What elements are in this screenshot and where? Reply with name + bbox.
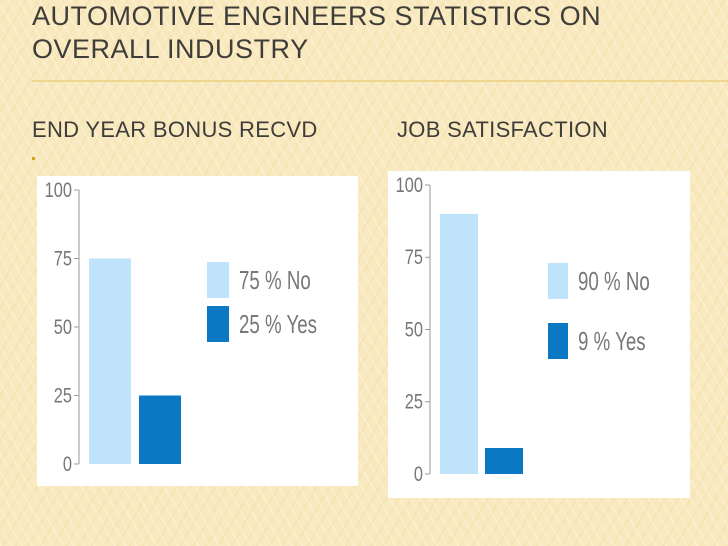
title-divider: [32, 80, 728, 82]
chart-2-tick-label: 75: [405, 245, 423, 268]
chart-2-tick-label: 50: [405, 318, 423, 341]
chart-2-legend-swatch: [548, 323, 568, 359]
chart-1-legend-swatch: [207, 262, 229, 298]
chart-1-tick-label: 75: [54, 247, 72, 270]
bullet-marker: [32, 157, 35, 160]
chart-2-legend-label: 9 % Yes: [578, 326, 646, 356]
chart-1-legend-label: 75 % No: [239, 265, 311, 295]
chart-2-tick-label: 100: [396, 173, 423, 196]
chart-1-tick-label: 100: [45, 178, 72, 201]
chart-1-bar-no: [89, 258, 131, 464]
chart-1-tick-label: 25: [54, 384, 72, 407]
chart-1-svg: 100 75 50 25 0 75 % No 25 % Yes: [45, 178, 317, 475]
chart-2-bar-yes: [485, 447, 523, 474]
chart-2-tick-label: 25: [405, 390, 423, 413]
chart-2-panel: 100 75 50 25 0 90 % No 9 % Yes: [388, 171, 690, 498]
chart-1-bar-yes: [139, 395, 181, 464]
chart-1-panel: 100 75 50 25 0 75 % No 25 % Yes: [37, 176, 358, 486]
chart-1-legend-label: 25 % Yes: [239, 309, 317, 339]
chart-2-svg: 100 75 50 25 0 90 % No 9 % Yes: [396, 173, 650, 485]
slide-title: Automotive Engineers Statistics on Overa…: [32, 1, 602, 64]
chart-2-tick-label: 0: [414, 462, 423, 485]
chart-1-tick-label: 50: [54, 315, 72, 338]
chart-2-bar-no: [440, 213, 478, 474]
chart-2-legend-label: 90 % No: [578, 266, 650, 296]
chart-2-legend-swatch: [548, 263, 568, 299]
chart-1-tick-label: 0: [63, 452, 72, 475]
chart-2-heading: Job Satisfaction: [397, 117, 608, 142]
chart-1-legend-swatch: [207, 306, 229, 342]
chart-1-heading: End Year Bonus Recvd: [32, 117, 318, 142]
